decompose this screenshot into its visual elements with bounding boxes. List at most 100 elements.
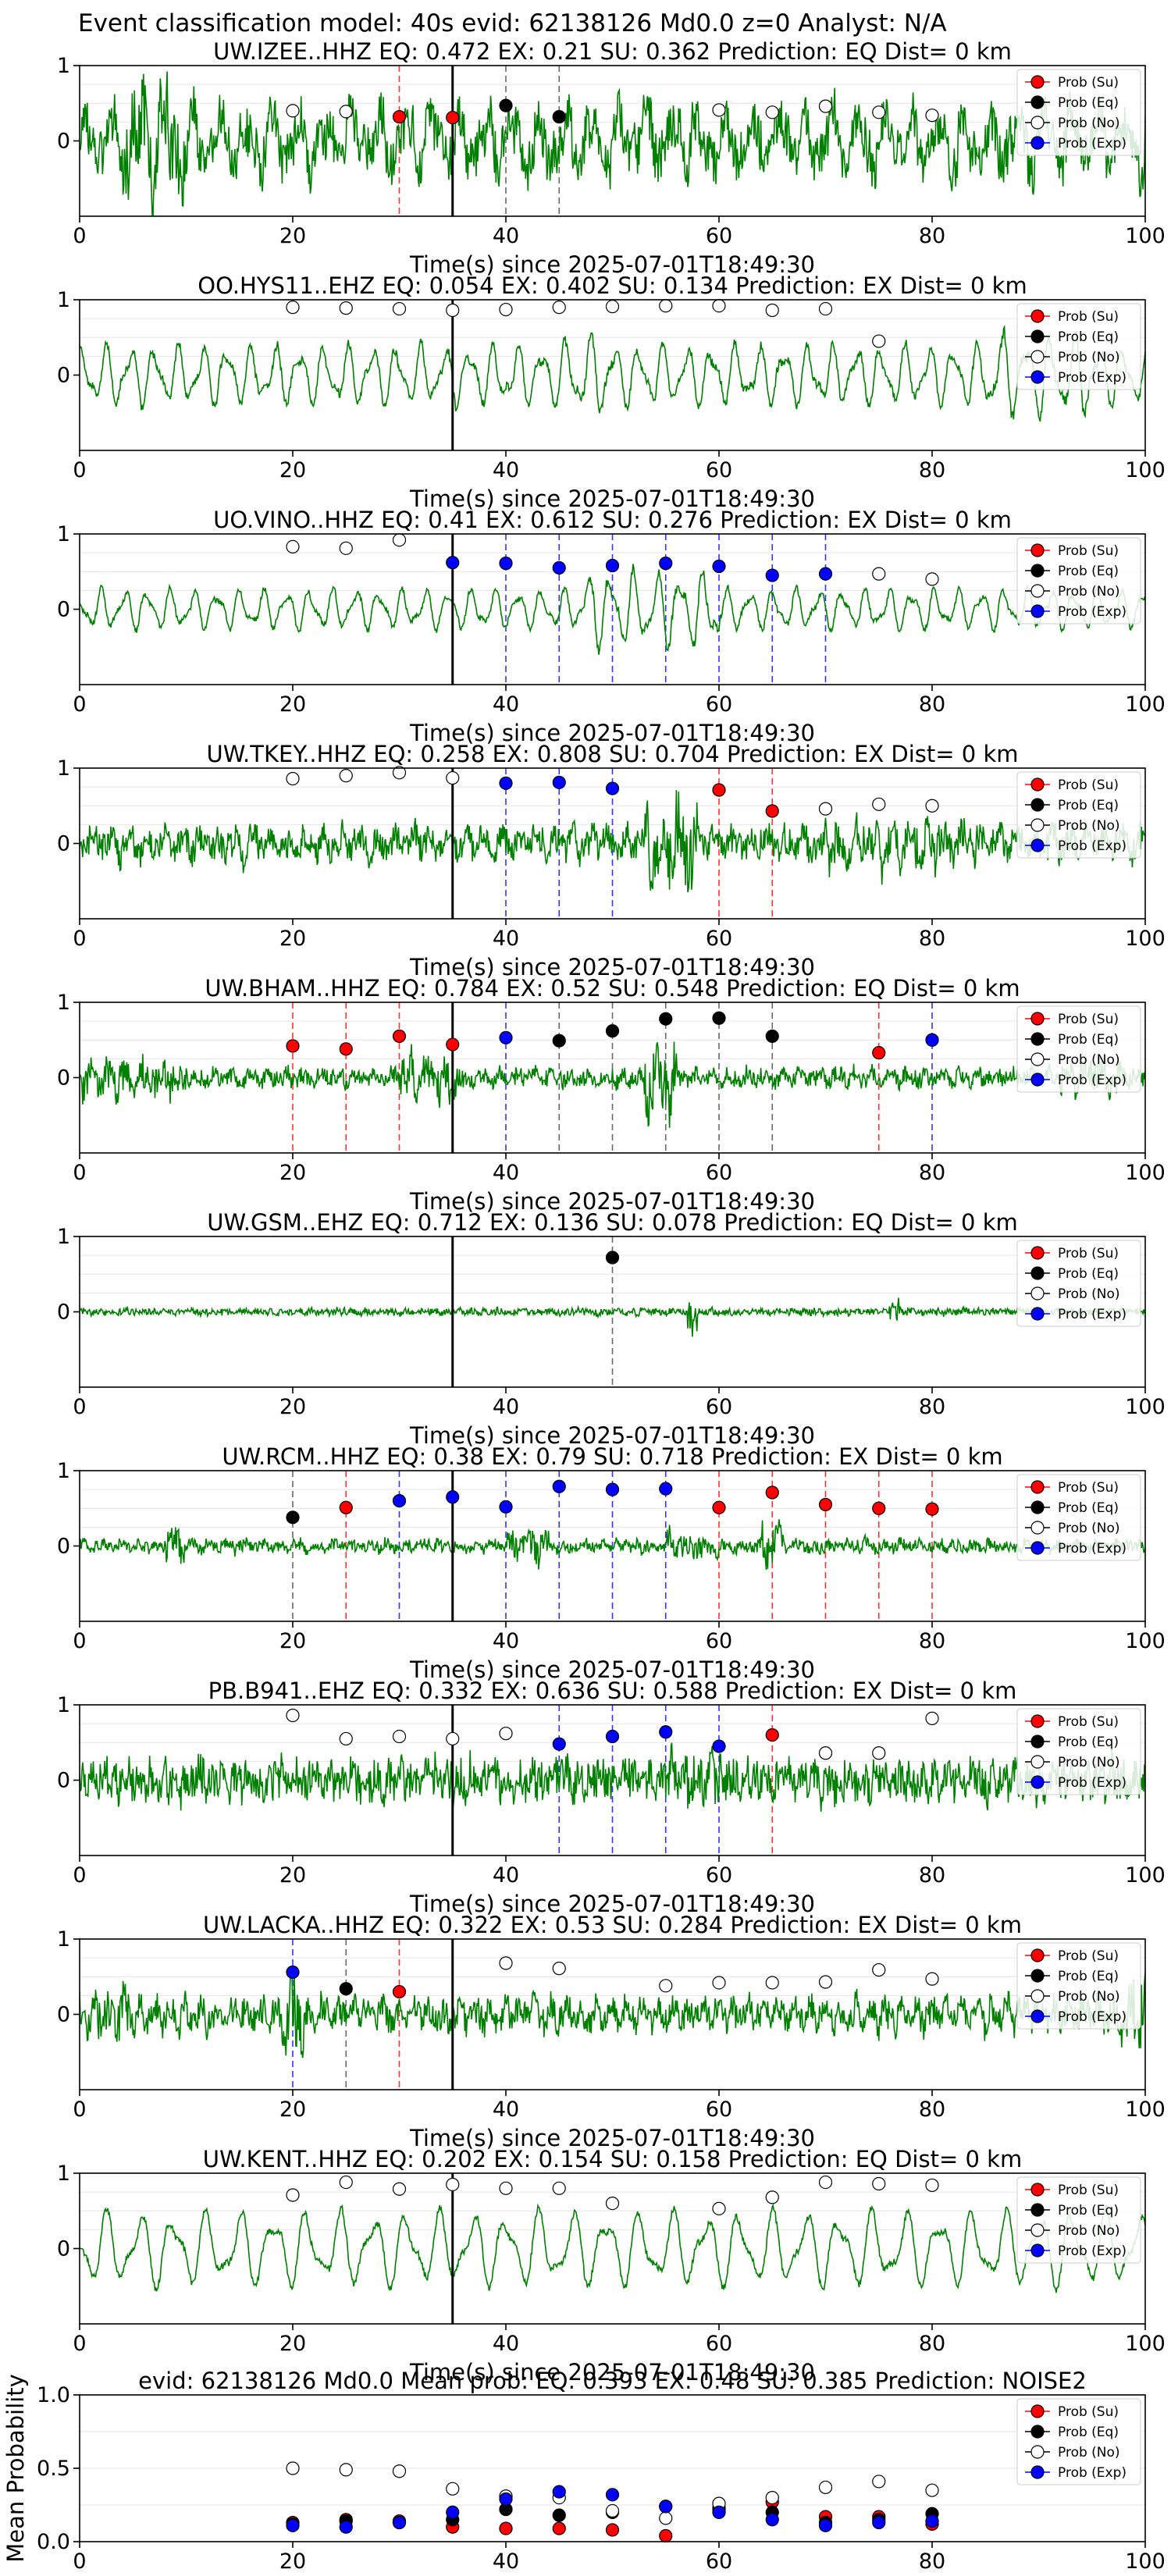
legend: Prob (Su) Prob (Eq) Prob (No) Prob (Exp): [1016, 303, 1141, 390]
x-tick-label: 100: [1125, 458, 1166, 482]
y-tick-label: 1.0: [37, 2383, 70, 2407]
legend-marker-no-icon: [1030, 1286, 1045, 1300]
legend-label-no: Prob (No): [1058, 350, 1120, 365]
point-no: [286, 2461, 300, 2475]
legend-label-exp: Prob (Exp): [1058, 2009, 1127, 2025]
x-tick-label: 60: [706, 927, 732, 951]
point-exp: [765, 568, 779, 582]
point-no: [872, 2475, 886, 2489]
point-exp: [712, 2505, 726, 2519]
legend-frame: [1016, 1005, 1141, 1093]
legend-label-no: Prob (No): [1058, 584, 1120, 600]
y-tick-label: 1: [57, 288, 70, 312]
x-tick-label: 60: [706, 1629, 732, 1653]
panels: UW.IZEE..HHZ EQ: 0.472 EX: 0.21 SU: 0.36…: [2, 38, 1166, 2574]
point-no: [339, 2175, 353, 2190]
x-tick-label: 40: [493, 1395, 519, 1419]
legend-label-exp: Prob (Exp): [1058, 2243, 1127, 2259]
x-tick-label: 20: [279, 2097, 306, 2122]
legend-frame: [1016, 1708, 1141, 1795]
point-no: [605, 2197, 620, 2211]
x-tick-label: 100: [1125, 2097, 1166, 2122]
legend-marker-no-icon: [1030, 2223, 1045, 2237]
point-exp: [552, 2485, 566, 2499]
x-axis-label: Time(s) since 2025-07-01T18:49:30: [409, 1422, 815, 1449]
point-no: [925, 799, 939, 813]
point-no: [872, 797, 886, 811]
legend-marker-su-icon: [1030, 1948, 1045, 1962]
x-tick-label: 60: [706, 2549, 732, 2574]
x-tick-label: 0: [73, 927, 86, 951]
x-tick-label: 80: [919, 2332, 945, 2356]
point-no: [818, 2480, 833, 2495]
waveform: [80, 1297, 1145, 1337]
point-no: [339, 301, 353, 315]
point-no: [392, 766, 407, 780]
point-exp: [605, 558, 620, 573]
x-tick-label: 0: [73, 2332, 86, 2356]
x-tick-label: 80: [919, 1863, 945, 1888]
y-tick-label: 0: [57, 832, 70, 856]
waveform: [80, 2203, 1145, 2293]
point-su: [712, 783, 726, 797]
point-no: [659, 2511, 673, 2525]
x-tick-label: 20: [279, 2332, 306, 2356]
x-tick-label: 80: [919, 1629, 945, 1653]
panel-title: UW.BHAM..HHZ EQ: 0.784 EX: 0.52 SU: 0.54…: [205, 975, 1020, 1002]
x-axis-label: Time(s) since 2025-07-01T18:49:30: [409, 2125, 815, 2151]
point-exp: [659, 1482, 673, 1496]
point-no: [659, 1979, 673, 1993]
legend-frame: [1016, 1942, 1141, 2030]
legend-label-eq: Prob (Eq): [1058, 329, 1119, 345]
point-no: [712, 299, 726, 313]
legend-label-eq: Prob (Eq): [1058, 95, 1119, 111]
point-exp: [925, 1033, 939, 1047]
point-exp: [286, 2518, 300, 2532]
point-eq: [552, 1034, 566, 1048]
x-tick-label: 80: [919, 2549, 945, 2574]
x-tick-label: 60: [706, 1395, 732, 1419]
legend-label-exp: Prob (Exp): [1058, 1307, 1127, 1322]
x-tick-label: 20: [279, 2549, 306, 2574]
panel-8: UW.LACKA..HHZ EQ: 0.322 EX: 0.53 SU: 0.2…: [57, 1912, 1166, 2151]
panel-title: UW.KENT..HHZ EQ: 0.202 EX: 0.154 SU: 0.1…: [203, 2146, 1022, 2172]
point-no: [286, 1708, 300, 1723]
x-axis-label: Time(s) since 2025-07-01T18:49:30: [409, 1891, 815, 1917]
legend-marker-no-icon: [1030, 584, 1045, 598]
legend-label-exp: Prob (Exp): [1058, 370, 1127, 386]
legend-label-eq: Prob (Eq): [1058, 1266, 1119, 1282]
x-tick-label: 40: [493, 2097, 519, 2122]
panel-title: UW.IZEE..HHZ EQ: 0.472 EX: 0.21 SU: 0.36…: [213, 38, 1012, 65]
point-exp: [499, 2492, 513, 2507]
point-no: [712, 1976, 726, 1990]
x-axis-label: Time(s) since 2025-07-01T18:49:30: [409, 1188, 815, 1215]
waveform: [80, 1519, 1145, 1571]
legend-marker-exp-icon: [1030, 1775, 1045, 1789]
waveform: [80, 71, 1145, 216]
legend-label-no: Prob (No): [1058, 2445, 1120, 2460]
x-tick-label: 80: [919, 458, 945, 482]
legend-marker-eq-icon: [1030, 2203, 1045, 2217]
legend-label-no: Prob (No): [1058, 1052, 1120, 1068]
point-no: [392, 2182, 407, 2196]
y-tick-label: 0: [57, 1066, 70, 1091]
legend-label-su: Prob (Su): [1058, 777, 1119, 793]
x-tick-label: 0: [73, 2549, 86, 2574]
x-tick-label: 80: [919, 1161, 945, 1185]
point-no: [605, 2503, 620, 2518]
point-su: [392, 1029, 407, 1044]
point-no: [286, 104, 300, 118]
point-eq: [499, 98, 513, 112]
point-exp: [446, 1490, 460, 1504]
legend-label-eq: Prob (Eq): [1058, 1032, 1119, 1048]
y-tick-label: 0: [57, 598, 70, 622]
point-no: [392, 2464, 407, 2478]
x-tick-label: 80: [919, 692, 945, 717]
legend: Prob (Su) Prob (Eq) Prob (No) Prob (Exp): [1016, 1942, 1141, 2030]
legend: Prob (Su) Prob (Eq) Prob (No) Prob (Exp): [1016, 1708, 1141, 1795]
point-no: [872, 2176, 886, 2191]
point-exp: [552, 1737, 566, 1751]
x-tick-label: 20: [279, 458, 306, 482]
x-tick-label: 0: [73, 1629, 86, 1653]
legend-marker-exp-icon: [1030, 1073, 1045, 1087]
